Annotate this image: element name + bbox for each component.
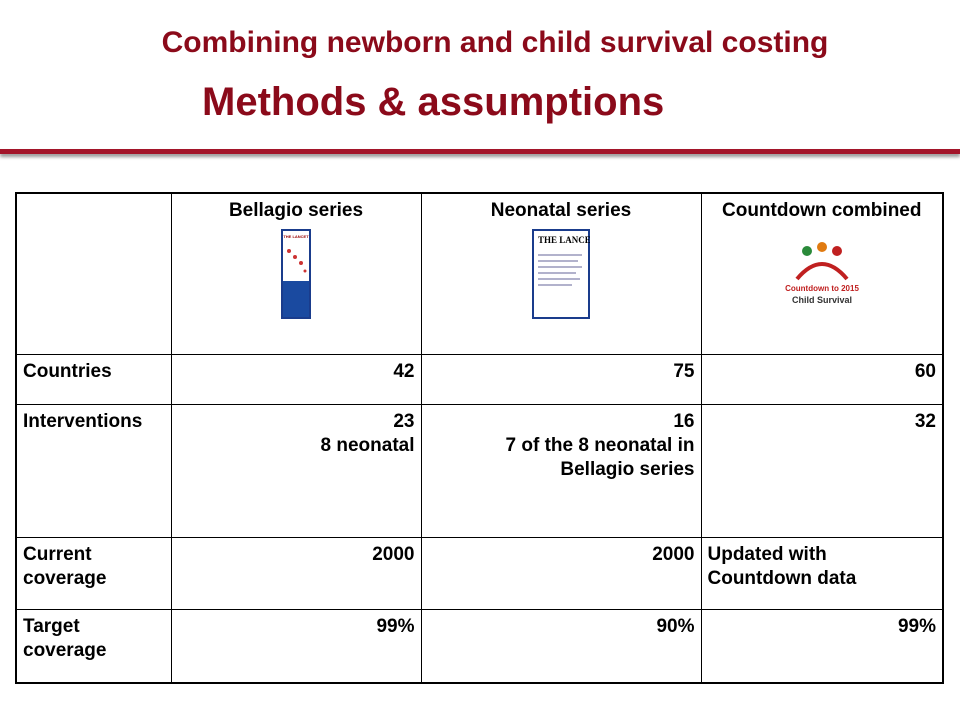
cover-text: THE LANCET [538, 235, 590, 245]
table: Bellagio series THE LANCET Neonatal seri… [15, 192, 944, 684]
table-cell: 75 [420, 354, 702, 405]
divider [0, 149, 960, 154]
subtitle: Methods & assumptions [202, 80, 665, 124]
table-row: Interventions 23 8 neonatal 16 7 of the 8 ne… [15, 404, 944, 538]
header-text: Neonatal series [490, 200, 632, 221]
header-text: Countdown combined [722, 200, 922, 221]
cover-text: THE LANCET [283, 234, 309, 239]
row-label: Interventions [15, 404, 172, 538]
column-header: Countdown combined Countdown to 2015 Chil… [700, 192, 944, 355]
column-header: Neonatal series THE LANCET [420, 192, 702, 355]
table-cell: 60 [700, 354, 944, 405]
table-row: Countries 42 75 60 [15, 354, 944, 405]
table-cell: 2000 [170, 537, 422, 610]
row-label-text: Current coverage [23, 544, 107, 589]
table-cell: 99% [170, 609, 422, 683]
cell-text: Updated with Countdown data [707, 544, 857, 589]
row-label-text: Countries [23, 361, 112, 382]
table-cell: 90% [420, 609, 702, 683]
table-cell: 16 7 of the 8 neonatal in Bellagio series [420, 404, 702, 538]
table-row: Target coverage 99% 90% 99% [15, 609, 944, 683]
header-row: Bellagio series THE LANCET Neonatal seri… [15, 192, 944, 355]
cell-text: 60 [914, 361, 936, 382]
cell-text: 2000 [372, 544, 415, 565]
lancet-cover: THE LANCET [281, 229, 311, 319]
cell-text: 2000 [652, 544, 695, 565]
header-text: Bellagio series [228, 200, 364, 221]
corner [15, 192, 172, 355]
row-label-text: Interventions [23, 411, 143, 432]
cell-text: 16 [673, 411, 695, 432]
column-header: Bellagio series THE LANCET [170, 192, 422, 355]
cell-text: 90% [656, 616, 695, 637]
table-cell: Updated with Countdown data [700, 537, 944, 610]
row-label: Target coverage [15, 609, 172, 683]
table-cell: 23 8 neonatal [170, 404, 422, 538]
cell-text: 32 [914, 411, 936, 432]
table-cell: 32 [700, 404, 944, 538]
table-cell: 99% [700, 609, 944, 683]
logo-text: Countdown to 2015 [785, 284, 859, 293]
title: Combining newborn and child survival cos… [161, 26, 829, 59]
table-row: Current coverage 2000 2000 Updated with Cou… [15, 537, 944, 610]
cell-text: 99% [376, 616, 415, 637]
lancet-cover: THE LANCET [532, 229, 590, 319]
cell-text: 99% [897, 616, 936, 637]
row-label: Countries [15, 354, 172, 405]
table-cell: 42 [170, 354, 422, 405]
cell-text: 7 of the 8 neonatal in Bellagio series [505, 435, 695, 480]
countdown-logo: Countdown to 2015 Child Survival [776, 229, 867, 309]
cell-text: 8 neonatal [320, 435, 415, 456]
cell-text: 42 [393, 361, 415, 382]
row-label-text: Target coverage [23, 616, 107, 661]
table-cell: 2000 [420, 537, 702, 610]
logo-text: Child Survival [792, 295, 852, 305]
row-label: Current coverage [15, 537, 172, 610]
cell-text: 75 [673, 361, 695, 382]
cell-text: 23 [393, 411, 415, 432]
